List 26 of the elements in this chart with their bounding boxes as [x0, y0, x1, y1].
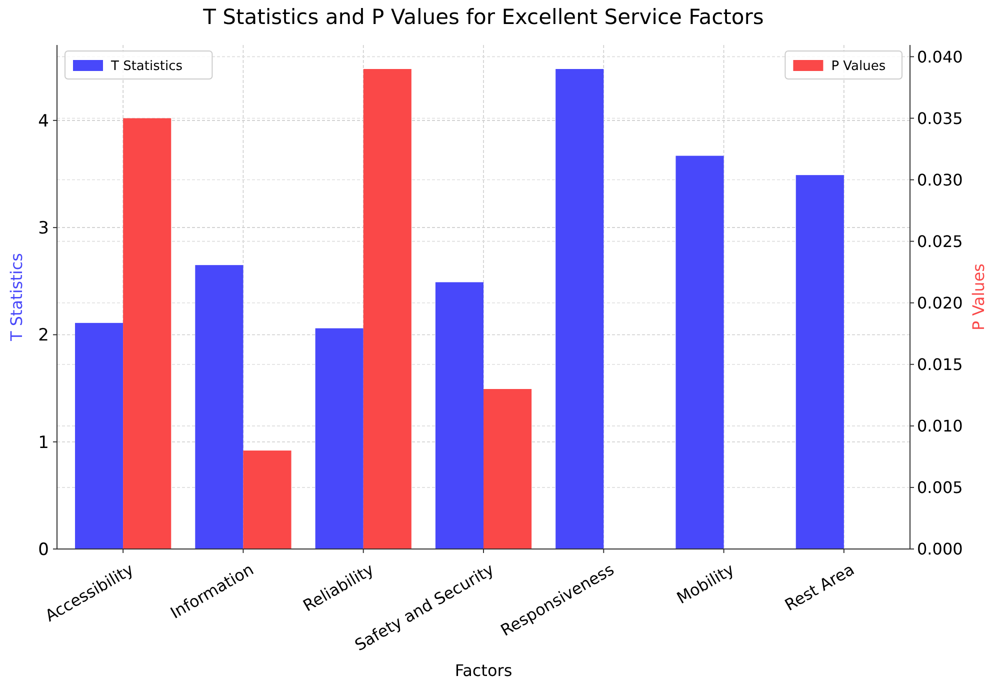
- bar: [556, 69, 604, 549]
- y-tick-label: 1: [38, 432, 49, 453]
- bar: [195, 265, 244, 549]
- x-tick-label: Rest Area: [782, 560, 858, 615]
- y2-tick-label: 0.030: [917, 170, 963, 190]
- x-axis-title: Factors: [454, 661, 512, 680]
- y-tick-label: 4: [38, 111, 49, 132]
- legend-label: T Statistics: [110, 59, 183, 74]
- y2-tick-label: 0.035: [917, 108, 963, 128]
- y2-tick-label: 0.015: [917, 354, 963, 374]
- y2-tick-label: 0.005: [917, 478, 963, 498]
- bar: [796, 175, 844, 549]
- y2-tick-label: 0.000: [917, 540, 963, 559]
- y-axis-title: T Statistics: [7, 253, 26, 342]
- y2-tick-label: 0.040: [917, 47, 963, 66]
- bar: [363, 69, 412, 549]
- y-tick-label: 3: [38, 218, 49, 239]
- y2-axis-title: P Values: [969, 263, 988, 331]
- chart-title: T Statistics and P Values for Excellent Service Factors: [202, 5, 764, 29]
- legend-label: P Values: [831, 59, 886, 74]
- y-tick-label: 0: [38, 540, 49, 560]
- y2-tick-label: 0.025: [917, 232, 963, 251]
- y2-tick-label: 0.010: [917, 416, 963, 436]
- bar: [676, 156, 724, 549]
- y2-tick-label: 0.020: [917, 293, 963, 312]
- y-tick-label: 2: [38, 326, 49, 346]
